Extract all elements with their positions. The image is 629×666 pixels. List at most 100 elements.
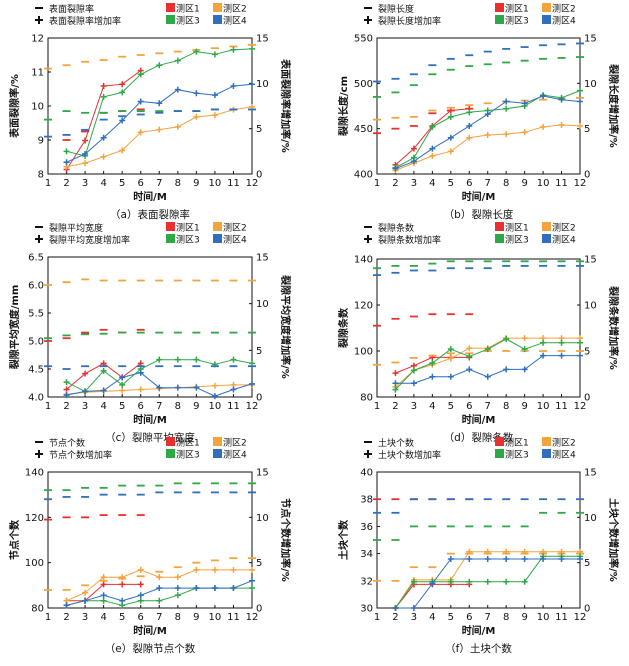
- legend-zone-label: 测区1: [176, 223, 200, 234]
- rate-line: [395, 124, 581, 171]
- rate-marker: [137, 98, 144, 105]
- rate-marker: [119, 381, 126, 388]
- rate-marker: [230, 585, 237, 592]
- x-tick-label: 11: [227, 178, 240, 189]
- x-tick-label: 8: [503, 178, 509, 189]
- x-tick-label: 6: [138, 178, 144, 189]
- x-tick-label: 1: [374, 612, 380, 623]
- rate-marker: [230, 83, 237, 90]
- x-tick-label: 6: [466, 401, 472, 412]
- legend-rate-label: 土块个数增加率: [378, 449, 441, 461]
- y-tick-label: 120: [25, 513, 44, 524]
- x-tick-label: 3: [82, 612, 88, 623]
- rate-marker: [521, 346, 528, 353]
- y-tick-label: 450: [354, 124, 373, 135]
- rate-marker: [392, 605, 399, 611]
- rate-marker: [82, 370, 89, 377]
- rate-marker: [429, 373, 436, 380]
- rate-marker: [193, 90, 200, 97]
- y2-tick-label: 5: [584, 558, 590, 569]
- rate-marker: [410, 158, 417, 165]
- x-tick-label: 11: [555, 178, 568, 189]
- rate-marker: [410, 380, 417, 387]
- y-tick-label: 6.0: [28, 281, 44, 292]
- y2-axis-label: 节点个数增加率/%: [279, 498, 292, 582]
- x-tick-label: 10: [537, 178, 550, 189]
- x-tick-label: 2: [392, 401, 398, 412]
- rate-marker: [577, 339, 583, 346]
- rate-marker: [577, 556, 583, 563]
- legend-zone-swatch: [166, 15, 175, 24]
- y-axis-label: 裂隙平均宽度/mm: [8, 285, 21, 371]
- x-tick-label: 11: [555, 401, 568, 412]
- legend-zone-label: 测区4: [552, 235, 576, 246]
- legend-zone-swatch: [213, 3, 222, 12]
- rate-marker: [119, 387, 126, 394]
- y-axis-label: 节点个数: [8, 519, 21, 560]
- legend-rate-symbol: [364, 450, 372, 458]
- legend-zone-label: 测区2: [552, 438, 576, 449]
- x-tick-label: 12: [246, 612, 259, 623]
- rate-marker: [156, 100, 163, 107]
- legend-rate-label: 裂隙条数增加率: [378, 234, 441, 246]
- y-tick-label: 80: [360, 393, 373, 404]
- rate-line: [395, 90, 581, 169]
- panel-caption: （e）裂隙节点个数: [105, 642, 196, 655]
- rate-marker: [230, 386, 237, 393]
- legend-zone-label: 测区1: [505, 4, 529, 15]
- rate-marker: [447, 373, 454, 380]
- rate-marker: [466, 134, 473, 141]
- x-tick-label: 5: [448, 401, 454, 412]
- x-tick-label: 2: [63, 612, 69, 623]
- x-tick-label: 1: [45, 612, 51, 623]
- rate-line: [66, 372, 253, 397]
- rate-marker: [503, 336, 510, 343]
- legend-zone-label: 测区4: [223, 450, 247, 461]
- y-tick-label: 10: [31, 102, 44, 113]
- y-tick-label: 9: [38, 136, 44, 147]
- legend-rate-label: 节点个数增加率: [49, 449, 112, 461]
- y-tick-label: 11: [31, 68, 44, 79]
- x-tick-label: 3: [411, 178, 417, 189]
- y-tick-label: 38: [360, 495, 373, 506]
- y2-tick-label: 10: [584, 513, 597, 524]
- rate-marker: [503, 105, 510, 112]
- legend-rate-label: 表面裂隙率增加率: [49, 15, 121, 27]
- x-tick-label: 3: [411, 612, 417, 623]
- x-axis-label: 时间/M: [133, 190, 167, 203]
- rate-marker: [392, 386, 399, 393]
- y2-tick-label: 15: [256, 34, 269, 45]
- rate-marker: [447, 578, 454, 585]
- rate-marker: [447, 148, 454, 155]
- rate-marker: [503, 556, 510, 563]
- rate-marker: [503, 548, 510, 555]
- y2-tick-label: 0: [584, 393, 590, 404]
- y-axis-label: 土块个数: [337, 519, 350, 560]
- rate-marker: [410, 145, 417, 152]
- x-tick-label: 4: [429, 178, 435, 189]
- x-tick-label: 2: [63, 401, 69, 412]
- y-tick-label: 550: [354, 34, 373, 45]
- rate-marker: [466, 109, 473, 116]
- legend-rate-symbol: [35, 16, 43, 24]
- legend-zone-label: 测区2: [223, 438, 247, 449]
- x-tick-label: 11: [227, 612, 240, 623]
- chart-panel-e: 1 2 3 4 5 6 7 8 9 10 11 1280100120140051015时间/M节点个数…: [8, 437, 292, 655]
- rate-marker: [100, 597, 107, 604]
- rate-marker: [137, 597, 144, 604]
- rate-marker: [466, 345, 473, 352]
- x-tick-label: 11: [555, 612, 568, 623]
- y2-tick-label: 5: [584, 347, 590, 358]
- rate-marker: [137, 592, 144, 599]
- x-tick-label: 6: [138, 401, 144, 412]
- x-tick-label: 8: [503, 612, 509, 623]
- x-tick-label: 7: [485, 401, 491, 412]
- rate-marker: [137, 369, 144, 376]
- y2-tick-label: 15: [584, 255, 597, 266]
- rate-marker: [521, 556, 528, 563]
- rate-marker: [82, 151, 89, 158]
- y-tick-label: 120: [354, 301, 373, 312]
- y2-tick-label: 15: [256, 468, 269, 479]
